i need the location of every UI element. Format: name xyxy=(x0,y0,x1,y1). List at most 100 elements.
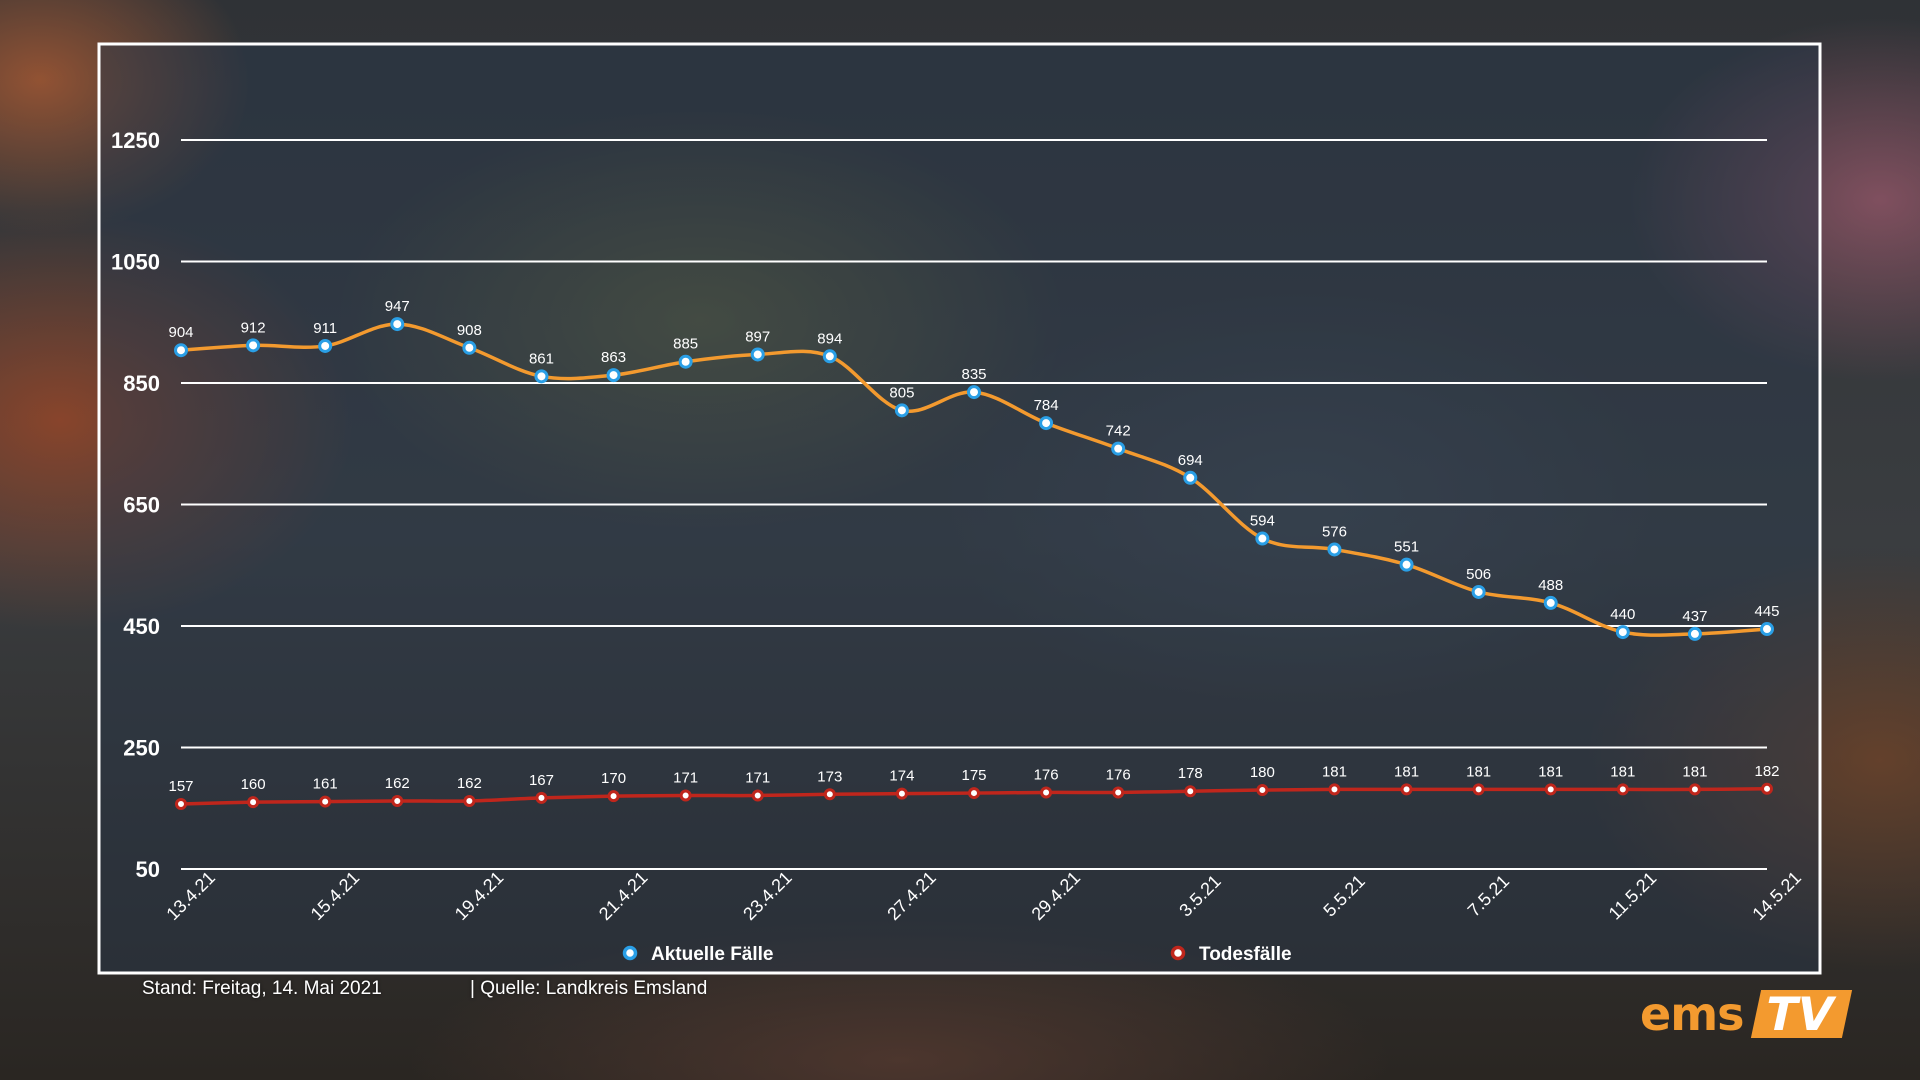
data-label-todesfaelle: 167 xyxy=(529,772,554,789)
logo-tv-text: TV xyxy=(1750,987,1852,1041)
data-point-todesfaelle xyxy=(823,788,836,801)
data-point-todesfaelle xyxy=(1544,783,1557,796)
data-point-aktuelle-faelle xyxy=(894,403,909,418)
data-point-aktuelle-faelle xyxy=(1255,531,1270,546)
data-label-todesfaelle: 157 xyxy=(168,778,193,795)
data-label-todesfaelle: 173 xyxy=(817,768,842,785)
data-label-aktuelle-faelle: 506 xyxy=(1466,566,1491,583)
chart-panel xyxy=(99,44,1820,973)
ems-tv-logo: ems TV xyxy=(1640,987,1865,1041)
data-label-todesfaelle: 174 xyxy=(889,768,914,785)
data-label-todesfaelle: 176 xyxy=(1034,766,1059,783)
data-label-todesfaelle: 181 xyxy=(1682,763,1707,780)
data-label-aktuelle-faelle: 445 xyxy=(1754,603,1779,620)
data-label-todesfaelle: 181 xyxy=(1538,763,1563,780)
data-label-aktuelle-faelle: 440 xyxy=(1610,606,1635,623)
data-point-aktuelle-faelle xyxy=(678,354,693,369)
y-tick-label: 850 xyxy=(123,371,160,396)
data-point-aktuelle-faelle xyxy=(750,347,765,362)
data-label-todesfaelle: 162 xyxy=(385,775,410,792)
data-point-todesfaelle xyxy=(1688,783,1701,796)
data-point-aktuelle-faelle xyxy=(390,317,405,332)
data-point-todesfaelle xyxy=(679,789,692,802)
data-point-todesfaelle xyxy=(968,787,980,800)
data-point-aktuelle-faelle xyxy=(1615,625,1630,640)
data-point-todesfaelle xyxy=(1472,783,1485,796)
data-point-todesfaelle xyxy=(1184,785,1197,798)
data-point-todesfaelle xyxy=(1400,783,1413,796)
data-label-aktuelle-faelle: 488 xyxy=(1538,577,1563,594)
legend-label-todesfaelle: Todesfälle xyxy=(1199,944,1292,965)
y-tick-label: 250 xyxy=(123,736,160,761)
data-point-aktuelle-faelle xyxy=(822,349,837,364)
legend: Aktuelle Fälle Todesfälle xyxy=(622,944,1292,965)
data-label-todesfaelle: 176 xyxy=(1106,766,1131,783)
data-point-aktuelle-faelle xyxy=(1760,622,1774,637)
data-label-todesfaelle: 181 xyxy=(1610,763,1635,780)
data-label-todesfaelle: 171 xyxy=(673,769,698,786)
data-point-aktuelle-faelle xyxy=(174,343,188,358)
data-point-todesfaelle xyxy=(1256,784,1269,797)
data-point-aktuelle-faelle xyxy=(606,368,621,383)
data-point-aktuelle-faelle xyxy=(1399,557,1414,572)
grid-lines xyxy=(181,139,1767,870)
data-point-todesfaelle xyxy=(319,795,332,808)
chart-frame xyxy=(97,42,1822,975)
data-label-aktuelle-faelle: 894 xyxy=(817,330,842,347)
data-label-todesfaelle: 175 xyxy=(961,767,986,784)
data-label-aktuelle-faelle: 904 xyxy=(168,324,193,341)
data-point-aktuelle-faelle xyxy=(534,369,549,384)
data-label-todesfaelle: 161 xyxy=(313,776,338,793)
data-label-aktuelle-faelle: 885 xyxy=(673,336,698,353)
data-label-todesfaelle: 160 xyxy=(241,776,266,793)
data-label-todesfaelle: 181 xyxy=(1394,763,1419,780)
footer-stand: Stand: Freitag, 14. Mai 2021 xyxy=(142,978,382,999)
data-label-aktuelle-faelle: 911 xyxy=(313,320,337,337)
data-label-aktuelle-faelle: 835 xyxy=(961,366,986,383)
data-label-todesfaelle: 180 xyxy=(1250,764,1275,781)
data-label-aktuelle-faelle: 594 xyxy=(1250,513,1275,530)
data-point-todesfaelle xyxy=(1040,786,1053,799)
data-point-aktuelle-faelle xyxy=(1471,584,1486,599)
data-point-aktuelle-faelle xyxy=(1183,470,1198,485)
data-point-todesfaelle xyxy=(607,790,620,803)
legend-marker-todesfaelle xyxy=(1170,945,1186,961)
legend-label-aktuelle-faelle: Aktuelle Fälle xyxy=(651,944,774,965)
data-label-todesfaelle: 178 xyxy=(1178,765,1203,782)
y-tick-label: 50 xyxy=(136,857,160,882)
y-tick-label: 450 xyxy=(123,614,160,639)
data-label-todesfaelle: 162 xyxy=(457,775,482,792)
data-point-todesfaelle xyxy=(1616,783,1629,796)
data-label-todesfaelle: 171 xyxy=(745,769,770,786)
data-label-aktuelle-faelle: 742 xyxy=(1106,423,1131,440)
data-point-aktuelle-faelle xyxy=(967,385,981,400)
series-group: 904 912 911 947 908 861 863 885 897 894 805 835 784 7… xyxy=(168,298,1780,810)
data-label-aktuelle-faelle: 908 xyxy=(457,322,482,339)
data-label-todesfaelle: 182 xyxy=(1754,763,1779,780)
data-point-todesfaelle xyxy=(391,794,404,807)
data-point-aktuelle-faelle xyxy=(1111,441,1126,456)
data-point-aktuelle-faelle xyxy=(318,338,333,353)
data-point-todesfaelle xyxy=(463,794,476,807)
data-point-todesfaelle xyxy=(1761,782,1773,795)
data-point-aktuelle-faelle xyxy=(1327,542,1342,557)
y-tick-label: 1250 xyxy=(111,128,160,153)
data-point-aktuelle-faelle xyxy=(1039,416,1054,431)
data-point-aktuelle-faelle xyxy=(246,338,261,353)
logo-ems-text: ems xyxy=(1640,987,1745,1041)
data-label-aktuelle-faelle: 897 xyxy=(745,328,770,345)
data-point-todesfaelle xyxy=(751,789,764,802)
data-point-todesfaelle xyxy=(247,796,260,809)
y-tick-label: 1050 xyxy=(111,250,160,275)
data-point-todesfaelle xyxy=(175,797,187,810)
data-label-aktuelle-faelle: 912 xyxy=(241,319,266,336)
y-axis-ticks: 50 250 450 650 850 1050 1250 xyxy=(111,128,160,882)
y-tick-label: 650 xyxy=(123,493,160,518)
data-point-todesfaelle xyxy=(1112,786,1125,799)
data-point-todesfaelle xyxy=(535,791,548,804)
data-label-aktuelle-faelle: 947 xyxy=(385,298,410,315)
data-label-aktuelle-faelle: 694 xyxy=(1178,452,1203,469)
legend-marker-aktuelle-faelle xyxy=(622,945,638,961)
data-label-todesfaelle: 181 xyxy=(1466,763,1491,780)
data-label-aktuelle-faelle: 805 xyxy=(889,384,914,401)
